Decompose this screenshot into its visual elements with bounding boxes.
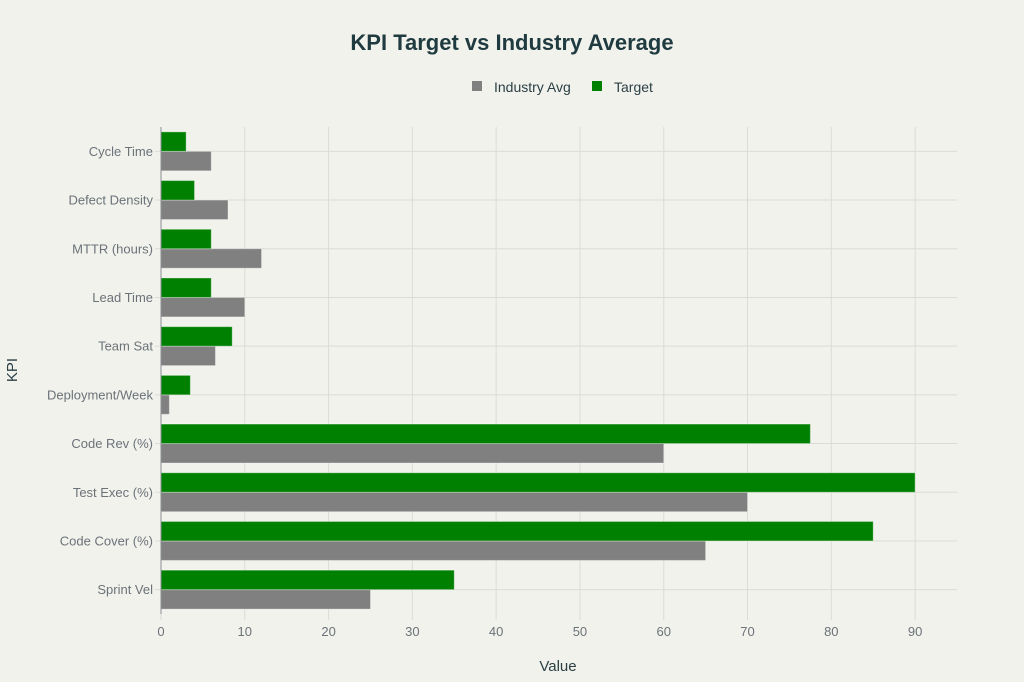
y-tick-label: Sprint Vel	[97, 582, 153, 597]
y-axis: Sprint Vel Code Cover (%) Test Exec (%) Cod…	[47, 127, 162, 620]
bars	[160, 131, 916, 610]
bar-target	[160, 569, 455, 591]
y-tick-label: MTTR (hours)	[72, 241, 153, 256]
bar-industry-avg	[160, 394, 170, 415]
x-axis: 0 10 20 30 40 50 60 70 80 90	[157, 614, 922, 639]
bar-industry-avg	[160, 150, 212, 172]
legend-label: Target	[614, 79, 653, 95]
legend: Industry Avg Target	[472, 79, 653, 95]
bar-target	[160, 180, 196, 201]
y-tick-label: Team Sat	[98, 339, 153, 354]
y-tick-label: Lead Time	[92, 290, 153, 305]
legend-item[interactable]: Industry Avg	[472, 79, 571, 95]
bar-target	[160, 423, 811, 445]
y-tick-label: Cycle Time	[89, 144, 153, 159]
bar-target	[160, 131, 187, 152]
y-tick-label: Test Exec (%)	[73, 485, 153, 500]
legend-label: Industry Avg	[494, 79, 571, 95]
bar-industry-avg	[160, 296, 246, 318]
x-tick-label: 80	[824, 624, 838, 639]
bar-target	[160, 228, 212, 250]
chart-title: KPI Target vs Industry Average	[350, 30, 673, 55]
x-tick-label: 10	[238, 624, 252, 639]
y-tick-label: Code Cover (%)	[60, 533, 153, 548]
y-axis-title: KPI	[4, 358, 21, 382]
x-tick-label: 60	[657, 624, 671, 639]
bar-target	[160, 277, 212, 298]
y-tick-label: Deployment/Week	[47, 387, 153, 402]
bar-target	[160, 520, 874, 542]
bar-industry-avg	[160, 540, 707, 561]
x-tick-label: 50	[573, 624, 587, 639]
x-tick-label: 20	[321, 624, 335, 639]
bar-target	[160, 374, 191, 396]
x-axis-title: Value	[539, 658, 576, 675]
x-tick-label: 0	[157, 624, 164, 639]
x-tick-label: 40	[489, 624, 503, 639]
legend-item[interactable]: Target	[592, 79, 653, 95]
y-tick-label: Code Rev (%)	[71, 436, 153, 451]
x-tick-label: 70	[740, 624, 754, 639]
bar-target	[160, 472, 916, 493]
bar-target	[160, 326, 233, 347]
legend-swatch	[472, 81, 482, 91]
x-tick-label: 30	[405, 624, 419, 639]
bar-industry-avg	[160, 248, 263, 269]
legend-swatch	[592, 81, 602, 91]
x-tick-label: 90	[908, 624, 922, 639]
bar-industry-avg	[160, 345, 216, 367]
y-tick-label: Defect Density	[68, 193, 153, 208]
bar-industry-avg	[160, 589, 371, 610]
bar-industry-avg	[160, 491, 749, 513]
bar-industry-avg	[160, 199, 229, 221]
bar-industry-avg	[160, 443, 665, 464]
